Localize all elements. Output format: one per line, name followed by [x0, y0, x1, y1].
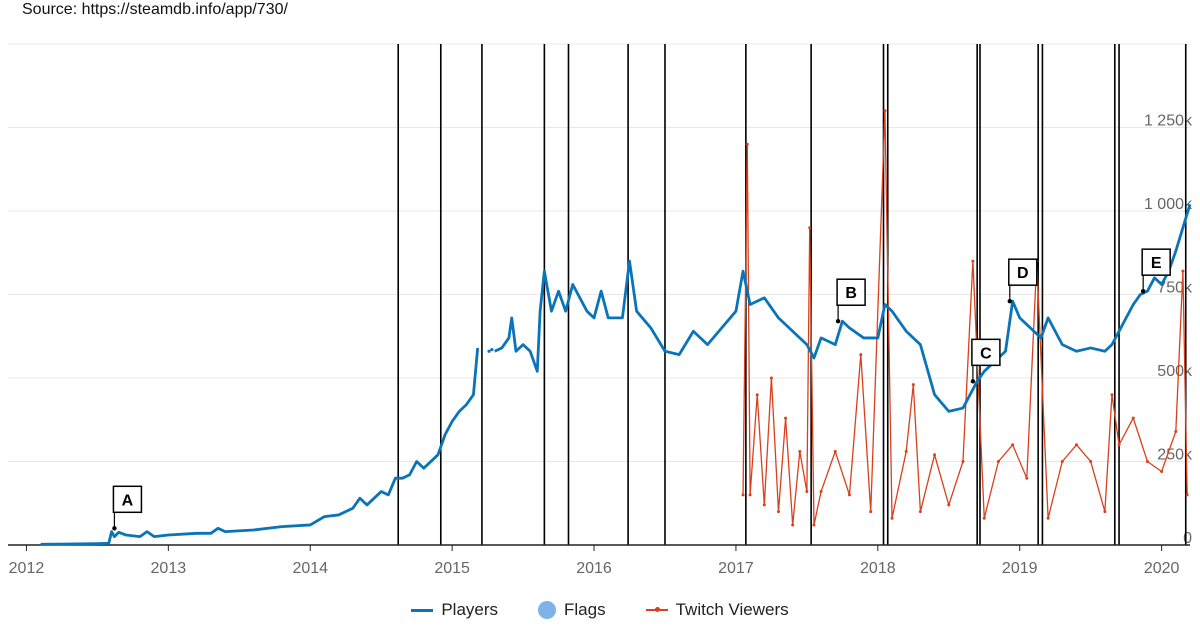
- player-count-chart: 0 250k 500k 750k 1 000k 1 250k 2012 2013 2014 201…: [8, 43, 1193, 577]
- twitch-point: [1131, 416, 1135, 420]
- twitch-point: [755, 393, 759, 397]
- annotation-point: [1007, 298, 1012, 304]
- twitch-point: [805, 490, 809, 494]
- legend-item-twitch-viewers[interactable]: Twitch Viewers: [645, 600, 789, 620]
- players-point: [490, 348, 494, 352]
- twitch-point: [819, 490, 823, 494]
- twitch-point: [784, 416, 788, 420]
- twitch-point: [1181, 269, 1185, 273]
- twitch-swatch: [645, 607, 668, 612]
- twitch-point: [918, 510, 922, 514]
- twitch-point: [859, 353, 863, 357]
- players-line: [40, 347, 480, 546]
- twitch-point: [996, 460, 1000, 463]
- twitch-point: [1174, 429, 1178, 433]
- players-line: [494, 203, 1192, 413]
- annotation-e: E: [1140, 248, 1171, 294]
- players-swatch: [411, 608, 434, 612]
- twitch-point: [933, 453, 937, 457]
- source-text: Source: https://steamdb.info/app/730/: [22, 1, 288, 18]
- twitch-point: [1117, 443, 1121, 447]
- annotation-a: A: [112, 485, 143, 531]
- x-tick-label: 2014: [292, 560, 328, 577]
- twitch-point: [847, 493, 851, 497]
- legend: Players Flags Twitch Viewers: [0, 600, 1200, 620]
- twitch-point: [762, 503, 766, 507]
- players-point: [487, 349, 491, 353]
- twitch-point: [776, 510, 780, 514]
- twitch-point: [1110, 393, 1114, 397]
- annotation-point: [112, 526, 117, 531]
- annotation-d: D: [1007, 258, 1038, 304]
- twitch-point: [769, 376, 773, 380]
- x-tick-label: 2018: [860, 560, 896, 577]
- twitch-point: [745, 142, 749, 146]
- annotation-point: [970, 379, 976, 384]
- twitch-point: [1185, 493, 1189, 497]
- annotation-label: E: [1151, 255, 1162, 272]
- y-tick-label: 250k: [1157, 447, 1193, 464]
- annotation-label: D: [1017, 265, 1029, 282]
- twitch-point: [971, 259, 975, 263]
- annotation-box: [836, 278, 866, 306]
- x-tick-label: 2017: [718, 560, 754, 577]
- twitch-point: [1060, 460, 1064, 463]
- legend-item-players[interactable]: Players: [411, 600, 498, 620]
- annotation-box: [1008, 258, 1038, 286]
- twitch-point: [961, 460, 965, 463]
- legend-label-players: Players: [441, 600, 499, 619]
- annotation-box: [112, 485, 143, 514]
- twitch-point: [748, 493, 752, 497]
- annotation-b: B: [835, 278, 866, 324]
- x-tick-label: 2013: [151, 560, 187, 577]
- legend-item-flags[interactable]: Flags: [538, 600, 606, 620]
- annotation-point: [835, 319, 841, 324]
- twitch-point: [890, 516, 894, 520]
- twitch-point: [808, 226, 812, 230]
- twitch-point: [982, 516, 986, 520]
- y-tick-label: 0: [1183, 530, 1192, 547]
- x-tick-label: 2016: [576, 560, 612, 577]
- x-tick-label: 2020: [1144, 560, 1180, 577]
- twitch-point: [1046, 516, 1050, 520]
- x-tick-label: 2015: [434, 560, 470, 577]
- twitch-point: [1011, 443, 1015, 447]
- annotation-label: A: [122, 492, 134, 509]
- legend-label-flags: Flags: [564, 600, 606, 619]
- twitch-point: [741, 493, 745, 497]
- twitch-point: [911, 383, 915, 387]
- annotation-box: [1141, 248, 1171, 276]
- twitch-point: [1145, 460, 1149, 463]
- y-tick-label: 1 000k: [1144, 196, 1193, 213]
- twitch-point: [791, 523, 795, 527]
- twitch-point: [869, 510, 873, 514]
- twitch-point: [833, 449, 837, 453]
- annotation-c: C: [970, 338, 1001, 384]
- twitch-point: [812, 523, 816, 527]
- flags-swatch: [538, 601, 557, 619]
- annotation-label: B: [845, 285, 857, 302]
- y-tick-label: 750k: [1157, 280, 1193, 297]
- twitch-viewers-line: [742, 110, 1188, 526]
- x-tick-label: 2019: [1002, 560, 1038, 577]
- twitch-point: [904, 449, 908, 453]
- twitch-point: [883, 109, 887, 113]
- annotation-label: C: [980, 345, 992, 362]
- y-tick-label: 1 250k: [1144, 113, 1193, 130]
- twitch-point: [1089, 460, 1093, 463]
- annotation-point: [1140, 288, 1146, 294]
- twitch-point: [1103, 510, 1107, 514]
- twitch-point: [1074, 443, 1078, 447]
- annotation-box: [971, 338, 1001, 367]
- twitch-point: [947, 503, 951, 507]
- twitch-point: [1025, 476, 1029, 480]
- twitch-point: [798, 449, 802, 453]
- twitch-point: [1160, 470, 1164, 474]
- x-tick-label: 2012: [9, 560, 45, 577]
- legend-label-twitch: Twitch Viewers: [675, 600, 789, 619]
- y-tick-label: 500k: [1157, 363, 1193, 380]
